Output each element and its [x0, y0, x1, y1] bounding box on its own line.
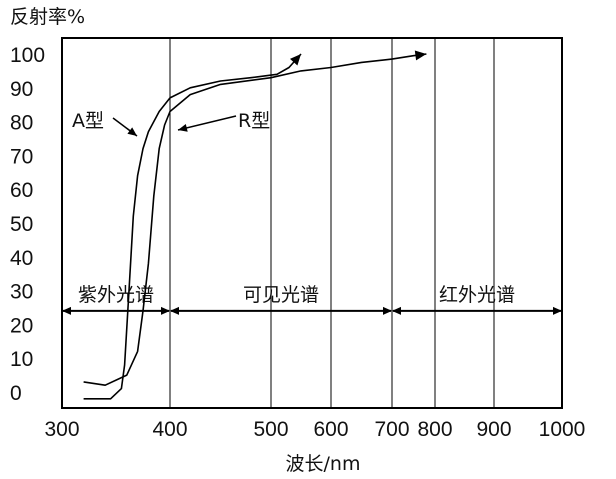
y-tick-label: 100	[10, 44, 45, 67]
region-arrow-head	[161, 306, 170, 315]
x-tick-label: 1000	[539, 418, 586, 441]
y-tick-label: 70	[10, 145, 33, 168]
y-axis-title: 反射率%	[10, 6, 85, 28]
region-arrow-head	[62, 306, 71, 315]
series-annotations: A型 R型	[72, 110, 270, 137]
y-tick-label: 10	[10, 348, 33, 371]
region-arrow-head	[170, 306, 179, 315]
series-end-arrow	[290, 54, 301, 66]
x-axis-title: 波长/nm	[286, 453, 361, 475]
series-end-arrow	[414, 50, 427, 61]
x-tick-label: 500	[253, 418, 288, 441]
y-tick-label: 30	[10, 281, 33, 304]
annotation-label: A型	[72, 110, 104, 132]
region-label: 紫外光谱	[78, 284, 154, 306]
y-axis-ticks: 0 10 20 30 40 50 60 70 80 90 100	[10, 44, 45, 405]
annotation-leader	[177, 115, 237, 131]
x-tick-label: 600	[313, 418, 348, 441]
x-axis-ticks: 300 400 500 600 700 800 900 1000	[44, 418, 585, 441]
x-tick-label: 300	[44, 418, 79, 441]
y-tick-label: 20	[10, 314, 33, 337]
y-tick-label: 80	[10, 112, 33, 135]
region-label: 红外光谱	[439, 284, 515, 306]
y-tick-label: 60	[10, 179, 33, 202]
y-tick-label: 40	[10, 247, 33, 270]
plot-frame	[61, 37, 563, 409]
y-tick-label: 0	[10, 382, 22, 405]
series-line	[83, 53, 302, 400]
region-arrow-head	[392, 306, 401, 315]
series-lines	[83, 50, 427, 400]
region-label: 可见光谱	[243, 284, 319, 306]
annotation-arrow-head	[127, 127, 137, 136]
x-tick-label: 400	[152, 418, 187, 441]
x-tick-label: 800	[417, 418, 452, 441]
grid-lines	[169, 38, 495, 408]
region-arrow-head	[553, 306, 562, 315]
y-tick-label: 50	[10, 213, 33, 236]
region-arrow-head	[383, 306, 392, 315]
x-tick-label: 700	[374, 418, 409, 441]
spectrum-regions: 紫外光谱 可见光谱 红外光谱	[62, 284, 562, 315]
annotation-label: R型	[238, 110, 270, 132]
x-tick-label: 900	[476, 418, 511, 441]
series-line	[83, 53, 427, 386]
y-tick-label: 90	[10, 78, 33, 101]
annotation-arrow-head	[178, 124, 188, 132]
